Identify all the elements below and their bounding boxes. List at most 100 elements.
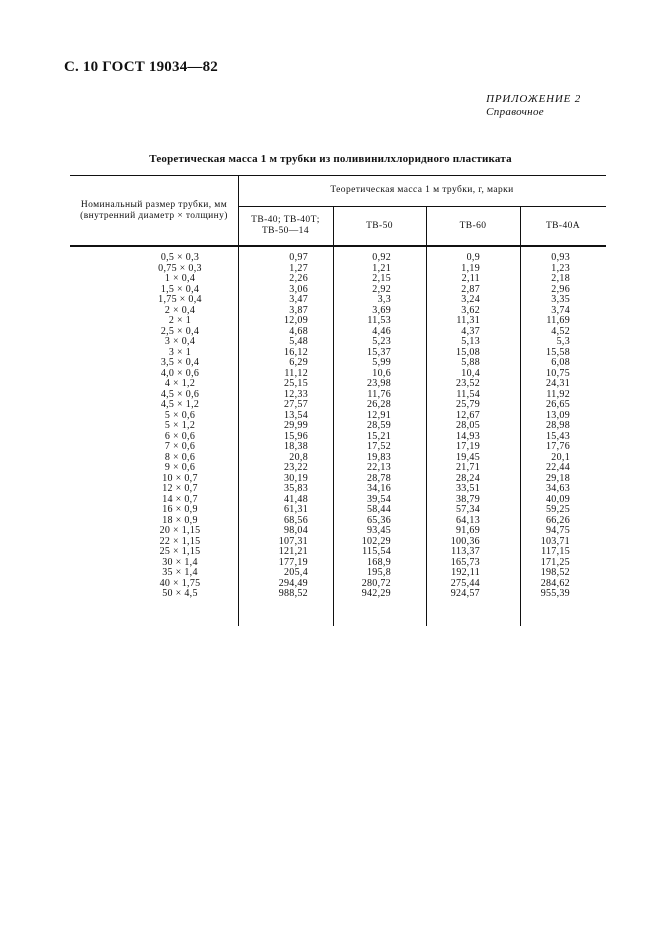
mass-tv50-cell: 23,98 [367,378,391,389]
mass-tv50-cell: 280,72 [361,577,391,589]
mass-tv50-cell: 39,54 [367,493,391,505]
table-row: 10 × 0,7 30,19 28,78 28,24 29,18 [70,472,606,485]
mass-tv40-cell: 29,99 [284,420,308,431]
mass-tv40-cell: 20,8 [289,451,308,463]
mass-tv40-cell: 3,47 [289,294,308,305]
mass-tv40a-cell: 59,25 [546,504,570,515]
table-row: 1,5 × 0,4 3,06 2,92 2,87 2,96 [70,283,606,296]
size-cell: 3 × 0,4 [164,336,196,347]
mass-tv40a-cell: 17,76 [546,441,570,452]
mass-tv40-cell: 18,38 [284,441,308,452]
page-reference: С. 10 ГОСТ 19034—82 [64,59,218,75]
size-cell: 0,75 × 0,3 [158,262,202,274]
size-cell: 14 × 0,7 [162,493,198,505]
size-cell: 1,75 × 0,4 [158,294,202,305]
size-cell: 12 × 0,7 [162,483,198,494]
mass-tv50-cell: 22,13 [367,462,391,473]
header-bottom-rule [70,245,606,247]
mass-tv50-cell: 28,59 [367,420,391,431]
size-cell: 2,5 × 0,4 [160,325,200,337]
mass-tv50-cell: 19,83 [367,451,391,463]
grade-header-line: ТВ-50—14 [261,226,309,236]
mass-tv60-cell: 5,88 [461,357,480,368]
mass-tv40-cell: 68,56 [284,514,308,526]
table-row: 18 × 0,9 68,56 65,36 64,13 66,26 [70,514,606,527]
size-cell: 4,5 × 1,2 [160,399,200,410]
mass-tv60-cell: 5,13 [461,336,480,347]
mass-tv50-cell: 58,44 [367,504,391,515]
mass-tv50-cell: 102,29 [361,535,391,547]
mass-tv40a-cell: 28,98 [546,420,570,431]
column-divider [520,206,521,626]
mass-tv40-cell: 30,19 [284,472,308,484]
table-row: 22 × 1,15 107,31 102,29 100,36 103,71 [70,535,606,548]
size-cell: 4,0 × 0,6 [160,367,200,379]
mass-tv60-cell: 33,51 [456,483,480,494]
mass-tv40a-cell: 2,18 [551,273,570,284]
mass-tv40-cell: 3,06 [289,283,308,295]
size-cell: 4,5 × 0,6 [160,388,200,400]
mass-tv60-cell: 28,05 [456,420,480,431]
table-row: 2,5 × 0,4 4,68 4,46 4,37 4,52 [70,325,606,338]
mass-tv40a-cell: 11,69 [546,315,570,326]
mass-tv40a-cell: 10,75 [546,367,570,379]
mass-tv50-cell: 11,53 [367,315,391,326]
mass-tv40a-cell: 66,26 [546,514,570,526]
table-row: 1,75 × 0,4 3,47 3,3 3,24 3,35 [70,294,606,306]
mass-tv40-cell: 35,83 [284,483,308,494]
mass-tv40-cell: 6,29 [289,357,308,368]
table-row: 14 × 0,7 41,48 39,54 38,79 40,09 [70,493,606,506]
table-row: 30 × 1,4 177,19 168,9 165,73 171,25 [70,556,606,569]
table-row: 0,75 × 0,3 1,27 1,21 1,19 1,23 [70,262,606,275]
mass-tv40-cell: 15,96 [284,430,308,442]
size-cell: 4 × 1,2 [164,378,196,389]
size-cell: 1 × 0,4 [164,273,196,284]
table-row: 4,5 × 1,2 27,57 26,28 25,79 26,65 [70,399,606,411]
mass-tv40-cell: 107,31 [278,535,308,547]
mass-tv60-cell: 38,79 [456,493,480,505]
mass-tv50-cell: 4,46 [372,325,391,337]
mass-tv40a-cell: 103,71 [540,535,570,547]
table-body: 0,5 × 0,3 0,97 0,92 0,9 0,93 0,75 × 0,3 1,27 1,… [70,252,606,600]
mass-tv40a-cell: 22,44 [546,462,570,473]
table-row: 12 × 0,7 35,83 34,16 33,51 34,63 [70,483,606,495]
mass-tv40-cell: 988,52 [278,588,308,599]
mass-tv40a-cell: 284,62 [540,577,570,589]
table-row: 3,5 × 0,4 6,29 5,99 5,88 6,08 [70,357,606,369]
mass-tv60-cell: 3,24 [461,294,480,305]
size-cell: 20 × 1,15 [159,525,201,536]
size-cell: 5 × 0,6 [164,409,196,421]
mass-tv50-cell: 195,8 [367,567,391,578]
mass-tv40-cell: 5,48 [289,336,308,347]
mass-tv40-cell: 12,09 [284,315,308,326]
grade-header-tv40a: ТВ-40А [545,221,581,231]
mass-tv40a-cell: 1,23 [551,262,570,274]
table-row: 4 × 1,2 25,15 23,98 23,52 24,31 [70,378,606,390]
size-cell: 10 × 0,7 [162,472,198,484]
column-divider [426,206,427,626]
size-cell: 22 × 1,15 [159,535,201,547]
mass-tv50-cell: 5,99 [372,357,391,368]
mass-tv40a-cell: 34,63 [546,483,570,494]
size-cell: 16 × 0,9 [162,504,198,515]
mass-tv40-cell: 2,26 [289,273,308,284]
mass-tv50-cell: 15,21 [367,430,391,442]
size-cell: 2 × 1 [168,315,192,326]
mass-tv40a-cell: 15,43 [546,430,570,442]
size-cell: 6 × 0,6 [164,430,196,442]
size-header-line: (внутренний диаметр × толщину) [80,211,228,221]
mass-tv50-cell: 0,92 [372,252,391,263]
size-cell: 18 × 0,9 [162,514,198,526]
header-mid-rule [238,206,606,207]
mass-tv60-cell: 0,9 [466,252,480,263]
table-title: Теоретическая масса 1 м трубки из поливи… [149,153,512,165]
mass-tv60-cell: 100,36 [450,535,480,547]
size-cell: 2 × 0,4 [164,304,196,316]
mass-tv40-cell: 4,68 [289,325,308,337]
mass-tv50-cell: 168,9 [367,556,391,568]
mass-tv60-cell: 2,87 [461,283,480,295]
table-row: 16 × 0,9 61,31 58,44 57,34 59,25 [70,504,606,516]
mass-tv50-cell: 26,28 [367,399,391,410]
table-row: 6 × 0,6 15,96 15,21 14,93 15,43 [70,430,606,443]
mass-tv50-cell: 942,29 [361,588,391,599]
